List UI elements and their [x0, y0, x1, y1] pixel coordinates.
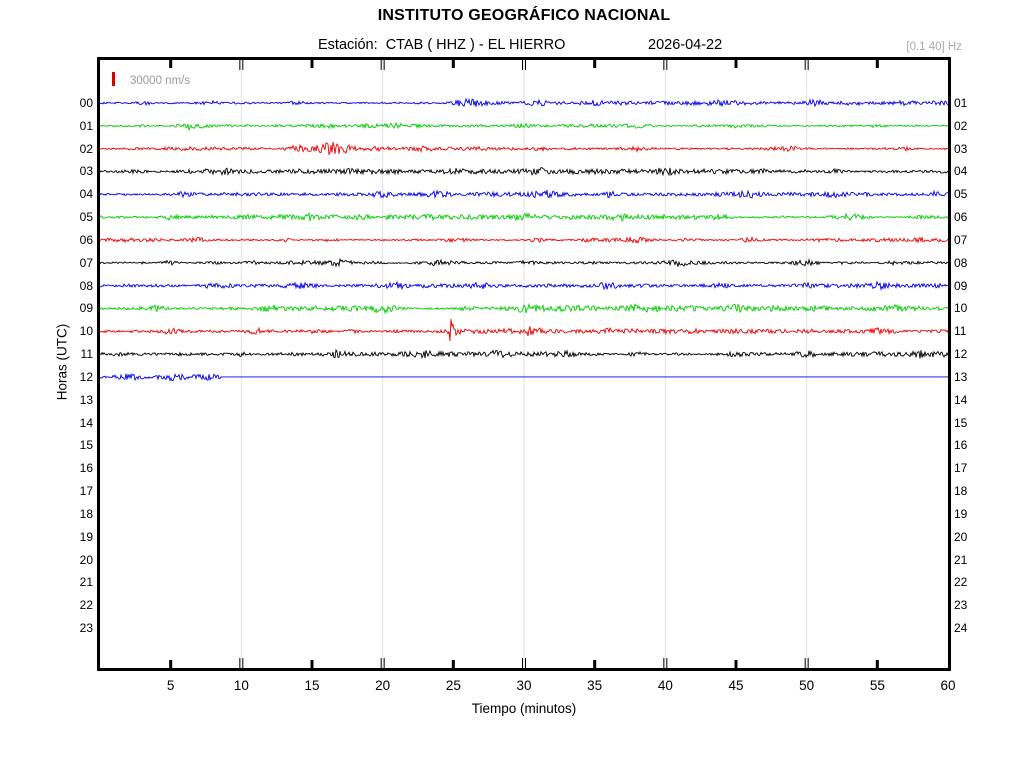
- hour-label-left-20: 20: [79, 552, 93, 567]
- hour-label-left-18: 18: [79, 506, 93, 521]
- hour-label-right-19: 19: [954, 506, 968, 521]
- hour-label-left-14: 14: [79, 415, 93, 430]
- x-tick-label-15: 15: [304, 678, 320, 693]
- hour-label-right-02: 02: [954, 118, 968, 133]
- hour-label-right-18: 18: [954, 484, 968, 499]
- hour-label-left-15: 15: [79, 438, 93, 453]
- hour-label-left-19: 19: [79, 529, 93, 544]
- hour-label-right-17: 17: [954, 461, 968, 476]
- x-tick-label-5: 5: [166, 678, 175, 693]
- trace-hour-12: [99, 372, 948, 382]
- trace-hour-07: [99, 257, 949, 268]
- x-tick-label-60: 60: [940, 678, 956, 693]
- hour-label-right-12: 12: [954, 347, 968, 362]
- hour-label-left-13: 13: [79, 392, 93, 407]
- x-tick-label-25: 25: [445, 678, 461, 693]
- plot-frame: 30000 nm/s: [97, 57, 951, 671]
- trace-hour-00: [99, 97, 949, 108]
- scale-bar-label: 30000 nm/s: [130, 75, 190, 87]
- station-label: Estación: CTAB ( HHZ ) - EL HIERRO: [318, 37, 566, 53]
- hour-label-left-10: 10: [79, 324, 93, 339]
- hour-label-left-17: 17: [79, 484, 93, 499]
- hour-label-right-16: 16: [954, 438, 968, 453]
- y-axis-label: Horas (UTC): [54, 323, 70, 401]
- x-tick-label-45: 45: [728, 678, 744, 693]
- hour-label-left-21: 21: [79, 575, 93, 590]
- hour-label-right-21: 21: [954, 552, 968, 567]
- hour-label-right-07: 07: [954, 232, 968, 247]
- hour-label-right-15: 15: [954, 415, 968, 430]
- seismogram-plot: 30000 nm/s: [99, 58, 949, 670]
- hour-label-left-22: 22: [79, 598, 93, 613]
- hour-label-right-23: 23: [954, 598, 968, 613]
- page-title: INSTITUTO GEOGRÁFICO NACIONAL: [377, 7, 671, 24]
- hour-label-right-03: 03: [954, 141, 968, 156]
- hour-label-right-04: 04: [954, 164, 968, 179]
- hour-label-left-09: 09: [79, 301, 93, 316]
- trace-hour-02: [99, 142, 949, 156]
- date-label: 2026-04-22: [648, 37, 723, 53]
- hour-label-right-13: 13: [954, 369, 968, 384]
- hour-label-left-08: 08: [79, 278, 93, 293]
- trace-hour-01: [99, 121, 949, 132]
- trace-hour-09: [99, 302, 949, 315]
- hour-label-right-14: 14: [954, 392, 968, 407]
- x-tick-label-40: 40: [657, 678, 673, 693]
- trace-hour-05: [99, 211, 949, 223]
- hour-label-left-23: 23: [79, 621, 93, 636]
- x-tick-label-20: 20: [375, 678, 391, 693]
- hour-label-left-02: 02: [79, 141, 93, 156]
- trace-hour-08: [99, 280, 949, 291]
- trace-hour-03: [99, 167, 949, 177]
- hour-label-left-07: 07: [79, 255, 93, 270]
- hour-label-right-01: 01: [954, 96, 968, 110]
- hour-label-right-05: 05: [954, 187, 968, 202]
- hour-label-right-20: 20: [954, 529, 968, 544]
- hour-label-right-24: 24: [954, 621, 968, 636]
- hour-label-left-05: 05: [79, 210, 93, 225]
- hour-label-left-03: 03: [79, 164, 93, 179]
- hour-label-left-00: 00: [79, 96, 93, 110]
- trace-hour-04: [99, 189, 949, 199]
- hour-label-left-11: 11: [80, 347, 93, 362]
- hour-label-right-08: 08: [954, 255, 968, 270]
- trace-hour-06: [99, 235, 949, 245]
- x-tick-label-35: 35: [587, 678, 603, 693]
- x-tick-label-50: 50: [799, 678, 815, 693]
- hour-label-right-09: 09: [954, 278, 968, 293]
- hour-label-left-04: 04: [79, 187, 93, 202]
- scale-bar-marker: [112, 72, 115, 86]
- x-tick-label-30: 30: [516, 678, 532, 693]
- hour-label-right-10: 10: [954, 301, 968, 316]
- trace-hour-11: [99, 348, 949, 359]
- hour-label-left-16: 16: [79, 461, 93, 476]
- x-axis-label: Tiempo (minutos): [471, 701, 577, 716]
- filter-band-label: [0.1 40] Hz: [906, 41, 962, 53]
- hour-label-left-12: 12: [79, 369, 93, 384]
- hour-label-left-01: 01: [79, 118, 93, 133]
- trace-hour-10: [99, 319, 949, 341]
- x-tick-label-10: 10: [233, 678, 249, 693]
- hour-label-right-22: 22: [954, 575, 968, 590]
- hour-label-right-11: 11: [954, 324, 967, 339]
- hour-label-right-06: 06: [954, 210, 968, 225]
- hour-label-left-06: 06: [79, 232, 93, 247]
- x-tick-label-55: 55: [869, 678, 885, 693]
